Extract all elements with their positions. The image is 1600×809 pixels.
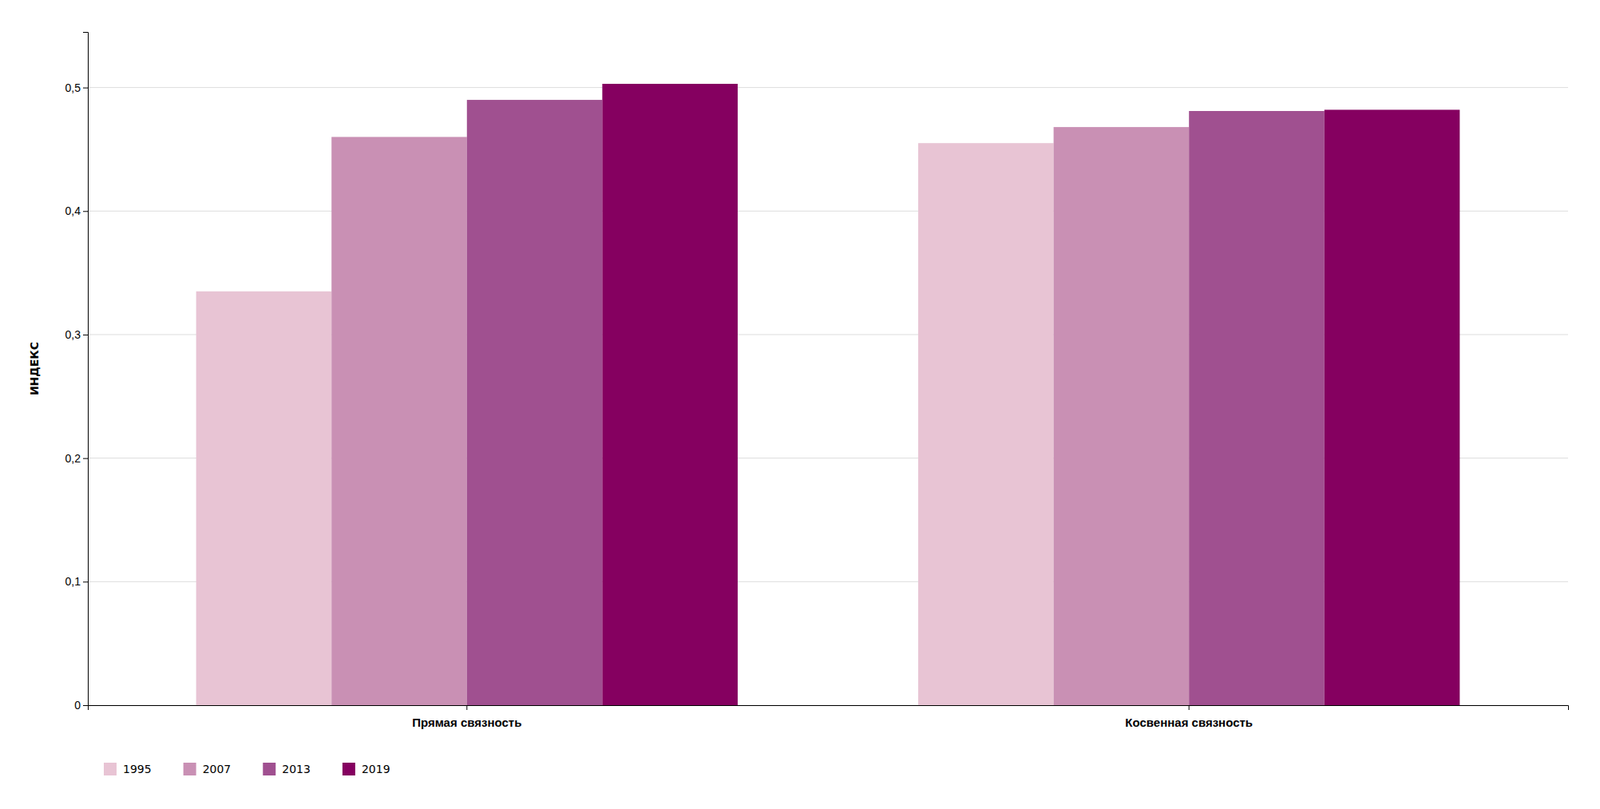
legend: 1995 2007 2013 2019 [103,762,391,776]
y-tick-label: 0,4 [65,204,82,218]
y-tick-mark [83,581,88,583]
y-tick: 0,4 [65,204,88,218]
y-tick-label: 0,5 [65,81,82,95]
legend-item: 2019 [342,762,391,776]
bar [1188,110,1325,705]
bar [601,83,738,705]
x-tick: Косвенная связность [1124,704,1253,729]
y-tick-label: 0 [74,698,81,712]
y-tick-label: 0,1 [65,574,82,588]
legend-item: 2013 [262,762,311,776]
grid-line [87,87,1569,88]
bars [196,83,1461,705]
y-tick-label: 0,2 [65,451,82,465]
legend-label: 2007 [202,762,232,776]
y-tick: 0 [74,698,88,712]
grid [87,87,1569,705]
legend-label: 2019 [361,762,391,776]
bar-series [601,83,1460,705]
bar [918,142,1054,705]
legend-item: 2007 [183,762,232,776]
x-tick-mark [1188,704,1190,710]
legend-item: 1995 [103,762,152,776]
bar [1324,109,1461,705]
x-axis-line [88,705,1569,711]
legend-swatch [342,762,356,776]
y-tick: 0,1 [65,574,88,588]
bar [196,291,333,705]
y-tick-mark [83,458,88,460]
y-axis-title: ИНДЕКС [27,341,41,396]
legend-label: 1995 [122,762,152,776]
y-tick-mark [83,210,88,212]
legend-swatch [262,762,276,776]
y-tick: 0,5 [65,81,88,95]
y-tick: 0,2 [65,451,88,465]
plot: 0 0,1 0,2 0,3 0,4 0,5 Прямая связность Косвенна… [65,32,1569,730]
y-axis-line [83,32,89,706]
legend-swatch [103,762,117,776]
y-tick-mark [83,87,88,89]
y-tick: 0,3 [65,328,88,341]
bar [1053,126,1190,705]
legend-label: 2013 [281,762,311,776]
x-tick: Прямая связность [411,704,522,729]
chart: 0 0,1 0,2 0,3 0,4 0,5 Прямая связность Косвенна… [0,0,1600,809]
legend-swatch [183,762,197,776]
y-tick-mark [83,334,88,336]
y-axis: 0 0,1 0,2 0,3 0,4 0,5 [65,32,89,712]
x-tick-mark [466,704,468,710]
bar-series [467,99,1325,705]
bar-series [331,126,1189,705]
bar [331,136,468,705]
x-axis: Прямая связность Косвенная связность [88,704,1569,729]
y-tick-label: 0,3 [65,328,82,341]
x-tick-label: Прямая связность [411,715,522,729]
y-tick-mark [83,704,88,706]
bar [467,99,603,705]
x-tick-label: Косвенная связность [1124,715,1253,729]
